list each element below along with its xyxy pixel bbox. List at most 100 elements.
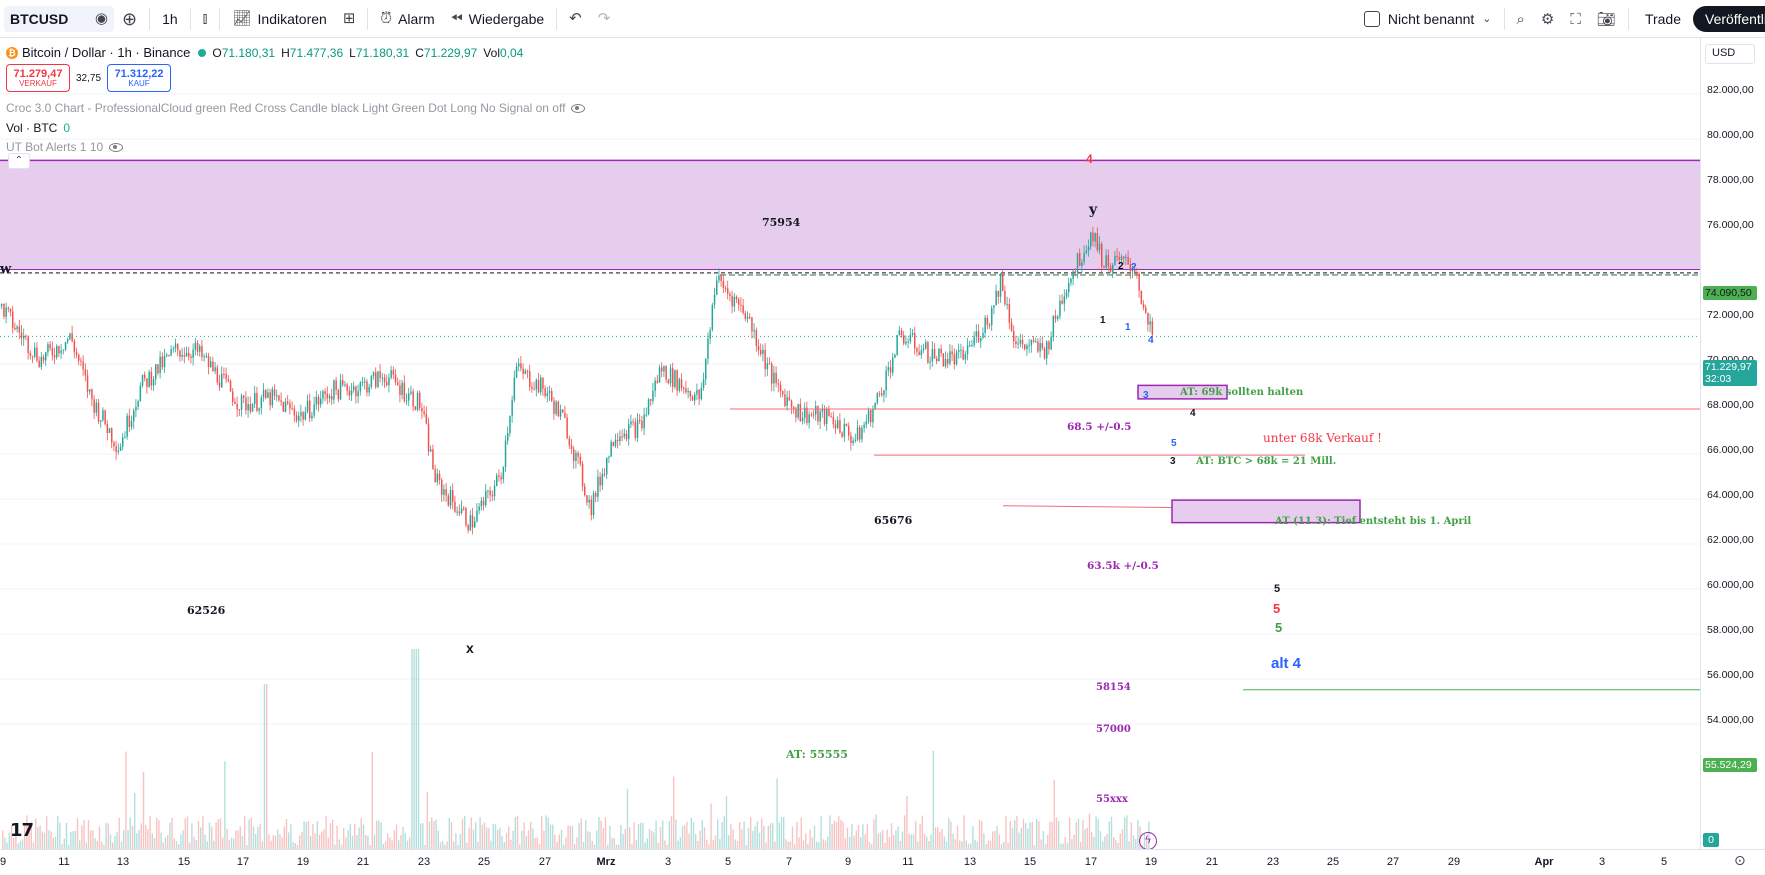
candle-body — [610, 441, 612, 457]
publish-button[interactable]: Veröffentli — [1693, 6, 1765, 32]
chart-canvas[interactable] — [0, 38, 1700, 849]
volume-bar — [923, 834, 926, 849]
candle-body — [1057, 316, 1059, 319]
volume-bar — [728, 835, 730, 849]
volume-bar — [290, 824, 292, 849]
volume-bar — [367, 835, 369, 849]
price-tick-label: 72.000,00 — [1707, 309, 1754, 321]
compare-symbol-button[interactable]: ⊕ — [114, 0, 145, 38]
candle-body — [575, 452, 577, 462]
eye-hidden-icon[interactable] — [571, 103, 586, 113]
volume-bar — [789, 841, 791, 849]
sell-button[interactable]: 71.279,47 VERKAUF — [6, 64, 70, 92]
volume-bar — [409, 837, 411, 849]
candle-body — [606, 457, 608, 475]
alarm-button[interactable]: ⏰︎ Alarm — [372, 0, 442, 38]
volume-bar — [710, 803, 712, 849]
screenshot-button[interactable]: 📷︎ — [1589, 0, 1624, 38]
volume-bar — [890, 823, 893, 849]
currency-select[interactable]: USD — [1705, 44, 1755, 64]
current-price-value: 71.229,97 — [1705, 361, 1752, 373]
lightning-icon[interactable]: ϟ — [1139, 832, 1157, 850]
volume-bar — [1053, 779, 1055, 849]
price-axis[interactable]: USD 82.000,00 80.000,00 78.000,00 76.000,00… — [1700, 38, 1765, 849]
undo-button[interactable]: ↶ — [561, 0, 590, 38]
volume-bar — [448, 817, 450, 849]
candle-body — [258, 408, 260, 411]
candle-body — [34, 347, 36, 357]
chart-pane[interactable] — [0, 38, 1700, 849]
target-zone-63-5 — [1171, 499, 1361, 524]
chart-type-button[interactable]: ⫾ — [195, 0, 216, 38]
candle-body — [511, 399, 513, 416]
indicator-vol-row[interactable]: Vol · BTC 0 — [6, 118, 585, 138]
templates-button[interactable]: ⊞ — [335, 0, 364, 38]
volume-bar — [648, 828, 651, 849]
redo-button[interactable]: ↷ — [590, 0, 619, 38]
symbol-legend-row[interactable]: ₿ Bitcoin / Dollar · 1h · Binance O 71.18… — [6, 44, 585, 61]
go-to-date-icon[interactable]: ⊙ — [1734, 852, 1746, 868]
volume-bar — [369, 844, 371, 849]
candle-body — [612, 441, 615, 446]
layout-name-button[interactable]: Nicht benannt ⌄ — [1356, 0, 1500, 38]
candle-body — [447, 495, 450, 506]
buy-button[interactable]: 71.312,22 KAUF — [107, 64, 172, 92]
volume-bar — [721, 822, 723, 849]
indicator-croc-row[interactable]: Croc 3.0 Chart - ProfessionalCloud green… — [6, 98, 586, 118]
volume-bar — [725, 796, 728, 849]
indicator-ut-row[interactable]: UT Bot Alerts 1 10 — [6, 138, 585, 156]
candle-body — [71, 333, 73, 342]
candle-body — [493, 485, 496, 497]
volume-bar — [534, 837, 536, 849]
candle-body — [841, 432, 843, 437]
candle-body — [771, 364, 773, 384]
volume-bar — [849, 836, 851, 849]
candle-body — [106, 424, 109, 433]
volume-bar — [659, 827, 662, 849]
volume-bar — [677, 840, 679, 849]
volume-bar — [48, 830, 50, 849]
candle-body — [531, 386, 533, 389]
candle-body — [304, 411, 307, 420]
candle-body — [368, 386, 370, 393]
volume-bar — [318, 834, 321, 849]
candle-body — [903, 335, 905, 344]
trade-button[interactable]: Trade — [1644, 11, 1681, 27]
candle-body — [287, 401, 289, 404]
volume-bar — [932, 750, 934, 849]
volume-bar — [461, 818, 464, 849]
volume-bar — [272, 835, 274, 849]
volume-bar — [116, 831, 118, 849]
volume-bar — [1069, 817, 1071, 849]
layout-checkbox[interactable] — [1363, 11, 1380, 27]
volume-bar — [72, 831, 74, 849]
eye-hidden-icon[interactable] — [109, 142, 124, 152]
interval-button[interactable]: 1h — [162, 10, 178, 27]
volume-bar — [10, 825, 13, 849]
volume-bar — [915, 820, 917, 849]
indicators-button[interactable]: 📈︎ Indikatoren — [224, 0, 334, 38]
candle-body — [122, 437, 124, 447]
candle-body — [240, 395, 243, 410]
time-tick-label: 25 — [477, 856, 491, 868]
tradingview-logo-icon[interactable]: 𝟭𝟳 — [10, 820, 34, 840]
time-axis[interactable]: 9 11 13 15 17 19 21 23 25 27 Mrz 3 5 7 9 11 13 15 17 19 21 23… — [0, 849, 1765, 875]
candle-body — [487, 490, 489, 492]
note-69k-hold: AT: 69k sollten halten — [1180, 387, 1304, 398]
fullscreen-button[interactable]: ⛶ — [1562, 0, 1589, 38]
candle-body — [29, 352, 32, 356]
symbol-info-icon[interactable]: ◉ — [94, 10, 108, 27]
candle-body — [513, 377, 516, 400]
candle-body — [562, 409, 564, 413]
collapse-legend-button[interactable]: ⌃ — [8, 153, 30, 169]
wave-black-2-label: 2 — [1118, 261, 1124, 272]
toolbar-separator — [219, 7, 221, 30]
settings-button[interactable]: ⚙ — [1533, 0, 1562, 38]
replay-button[interactable]: ⏪︎ Wiedergabe — [443, 0, 553, 38]
symbol-search-box[interactable]: BTCUSD ◉ — [4, 5, 114, 32]
volume-bar — [701, 820, 703, 849]
volume-bar — [800, 817, 802, 849]
quick-search-button[interactable]: ⌕ — [1509, 0, 1533, 38]
candle-body — [1063, 296, 1066, 304]
candle-body — [227, 379, 230, 382]
